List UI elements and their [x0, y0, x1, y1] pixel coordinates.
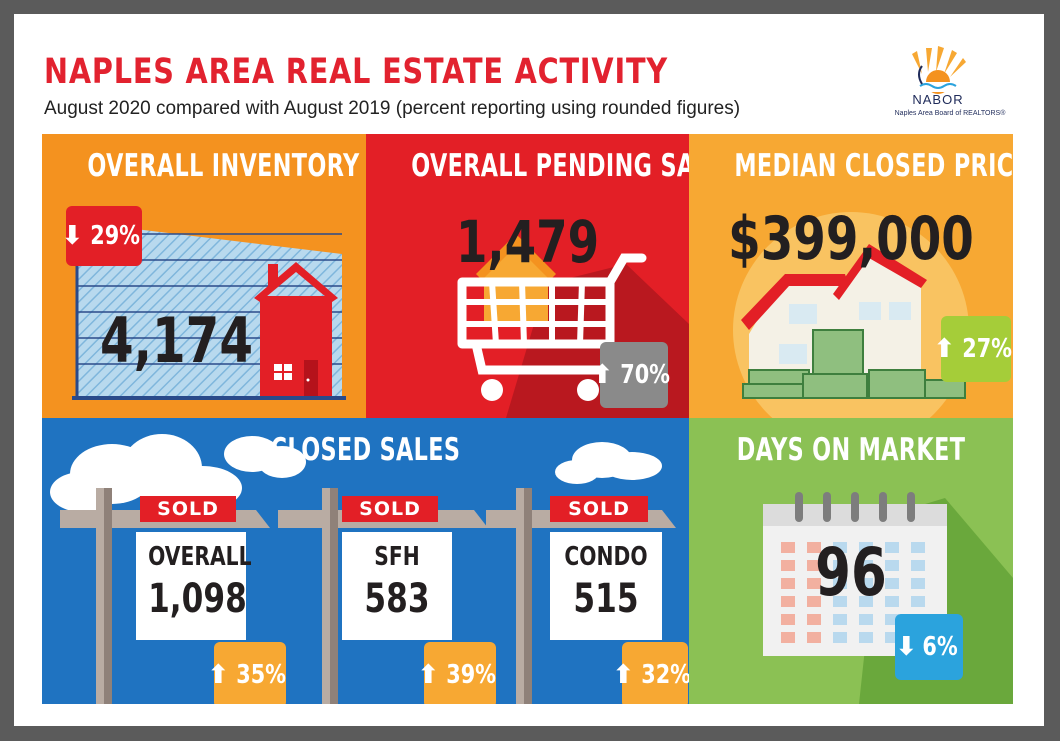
- page-subtitle: August 2020 compared with August 2019 (p…: [44, 98, 741, 119]
- sign-overall-label: OVERALL: [148, 542, 252, 572]
- sold-banner-condo: SOLD: [550, 496, 648, 522]
- page-title: NAPLES AREA REAL ESTATE ACTIVITY: [44, 52, 668, 92]
- panel-closed-sales: CLOSED SALES SOLD OVERALL 1,098 ⬆ 35% SO…: [42, 418, 689, 704]
- arrow-up-icon: ⬆: [207, 660, 230, 690]
- calendar-day-cell: [781, 614, 795, 625]
- pending-change-value: 70%: [620, 360, 671, 390]
- calendar-day-cell: [781, 632, 795, 643]
- sign-condo-value: 515: [573, 576, 639, 622]
- median-change-value: 27%: [962, 334, 1013, 364]
- pending-value: 1,479: [455, 208, 600, 276]
- calendar-day-cell: [833, 578, 847, 589]
- panel-days-on-market: DAYS ON MARKET 96 ⬇ 6%: [689, 418, 1013, 704]
- calendar-day-cell: [833, 632, 847, 643]
- calendar-day-cell: [885, 578, 899, 589]
- calendar-day-cell: [833, 614, 847, 625]
- calendar-day-cell: [833, 596, 847, 607]
- logo-name: NABOR: [912, 92, 964, 107]
- shopping-cart-icon: [457, 234, 647, 401]
- arrow-down-icon: ⬇: [61, 221, 84, 251]
- calendar-day-cell: [807, 596, 821, 607]
- sign-sfh-value: 583: [364, 576, 430, 622]
- panel-median-closed-price: MEDIAN CLOSED PRICE $399,000 ⬆ 27%: [689, 134, 1013, 418]
- arrow-up-icon: ⬆: [417, 660, 440, 690]
- sfh-change-badge: ⬆ 39%: [417, 642, 497, 704]
- infographic-page: NAPLES AREA REAL ESTATE ACTIVITY August …: [14, 14, 1044, 726]
- overall-change-badge: ⬆ 35%: [207, 642, 287, 704]
- pending-title: OVERALL PENDING SALES: [411, 148, 689, 184]
- median-change-badge: ⬆ 27%: [933, 316, 1013, 382]
- calendar-day-cell: [807, 614, 821, 625]
- calendar-day-cell: [885, 560, 899, 571]
- calendar-day-cell: [833, 560, 847, 571]
- sold-banner-overall: SOLD: [140, 496, 236, 522]
- inventory-change-badge: ⬇ 29%: [61, 206, 142, 266]
- logo-subtitle: Naples Area Board of REALTORS®: [894, 110, 1006, 117]
- dom-change-value: 6%: [922, 632, 959, 662]
- inventory-chart-icon: [72, 214, 346, 400]
- calendar-day-cell: [781, 578, 795, 589]
- median-value: $399,000: [728, 204, 974, 274]
- calendar-day-cell: [859, 560, 873, 571]
- arrow-up-icon: ⬆: [933, 334, 956, 364]
- sign-condo-label: CONDO: [564, 542, 648, 572]
- condo-change-badge: ⬆ 32%: [612, 642, 689, 704]
- median-title: MEDIAN CLOSED PRICE: [734, 148, 1013, 184]
- nabor-logo-icon: [912, 46, 966, 94]
- inventory-change-value: 29%: [90, 221, 141, 251]
- dom-change-badge: ⬇ 6%: [895, 614, 963, 680]
- calendar-day-cell: [807, 632, 821, 643]
- sign-condo: CONDO 515: [550, 532, 662, 640]
- sfh-change-value: 39%: [446, 660, 497, 690]
- condo-change-value: 32%: [641, 660, 689, 690]
- arrow-up-icon: ⬆: [591, 360, 614, 390]
- calendar-day-cell: [911, 560, 925, 571]
- inventory-title: OVERALL INVENTORY: [87, 148, 360, 184]
- calendar-day-cell: [807, 542, 821, 553]
- calendar-day-cell: [781, 596, 795, 607]
- calendar-day-cell: [911, 542, 925, 553]
- overall-change-value: 35%: [236, 660, 287, 690]
- calendar-day-cell: [859, 614, 873, 625]
- sign-sfh-label: SFH: [374, 542, 420, 572]
- inventory-value: 4,174: [100, 304, 253, 377]
- calendar-day-cell: [781, 542, 795, 553]
- calendar-day-cell: [885, 614, 899, 625]
- pending-change-badge: ⬆ 70%: [591, 342, 671, 408]
- sign-sfh: SFH 583: [342, 532, 452, 640]
- panel-overall-pending-sales: OVERALL PENDING SALES 1,479 ⬆ 70%: [366, 134, 689, 418]
- calendar-day-cell: [885, 632, 899, 643]
- dom-title: DAYS ON MARKET: [736, 432, 966, 468]
- calendar-day-cell: [807, 560, 821, 571]
- calendar-day-cell: [807, 578, 821, 589]
- dom-value: 96: [815, 534, 887, 611]
- calendar-day-cell: [911, 596, 925, 607]
- sign-overall-value: 1,098: [148, 576, 247, 622]
- arrow-up-icon: ⬆: [612, 660, 635, 690]
- calendar-day-cell: [859, 632, 873, 643]
- house-money-icon: [733, 212, 969, 418]
- calendar-day-cell: [781, 560, 795, 571]
- calendar-day-cell: [885, 542, 899, 553]
- calendar-day-cell: [833, 542, 847, 553]
- calendar-day-cell: [859, 596, 873, 607]
- calendar-day-cell: [859, 542, 873, 553]
- panel-overall-inventory: OVERALL INVENTORY: [42, 134, 366, 418]
- sign-overall: OVERALL 1,098: [136, 532, 252, 640]
- calendar-day-cell: [885, 596, 899, 607]
- calendar-day-cell: [859, 578, 873, 589]
- arrow-down-icon: ⬇: [895, 632, 918, 662]
- sold-banner-sfh: SOLD: [342, 496, 438, 522]
- calendar-day-cell: [911, 578, 925, 589]
- closed-sales-title: CLOSED SALES: [270, 432, 461, 468]
